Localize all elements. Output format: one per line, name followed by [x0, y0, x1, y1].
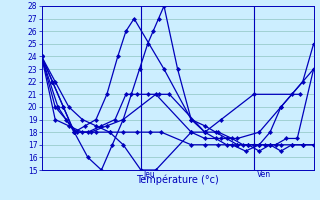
Text: Ven: Ven [257, 170, 271, 179]
Text: Jeu: Jeu [144, 170, 155, 179]
X-axis label: Température (°c): Température (°c) [136, 174, 219, 185]
